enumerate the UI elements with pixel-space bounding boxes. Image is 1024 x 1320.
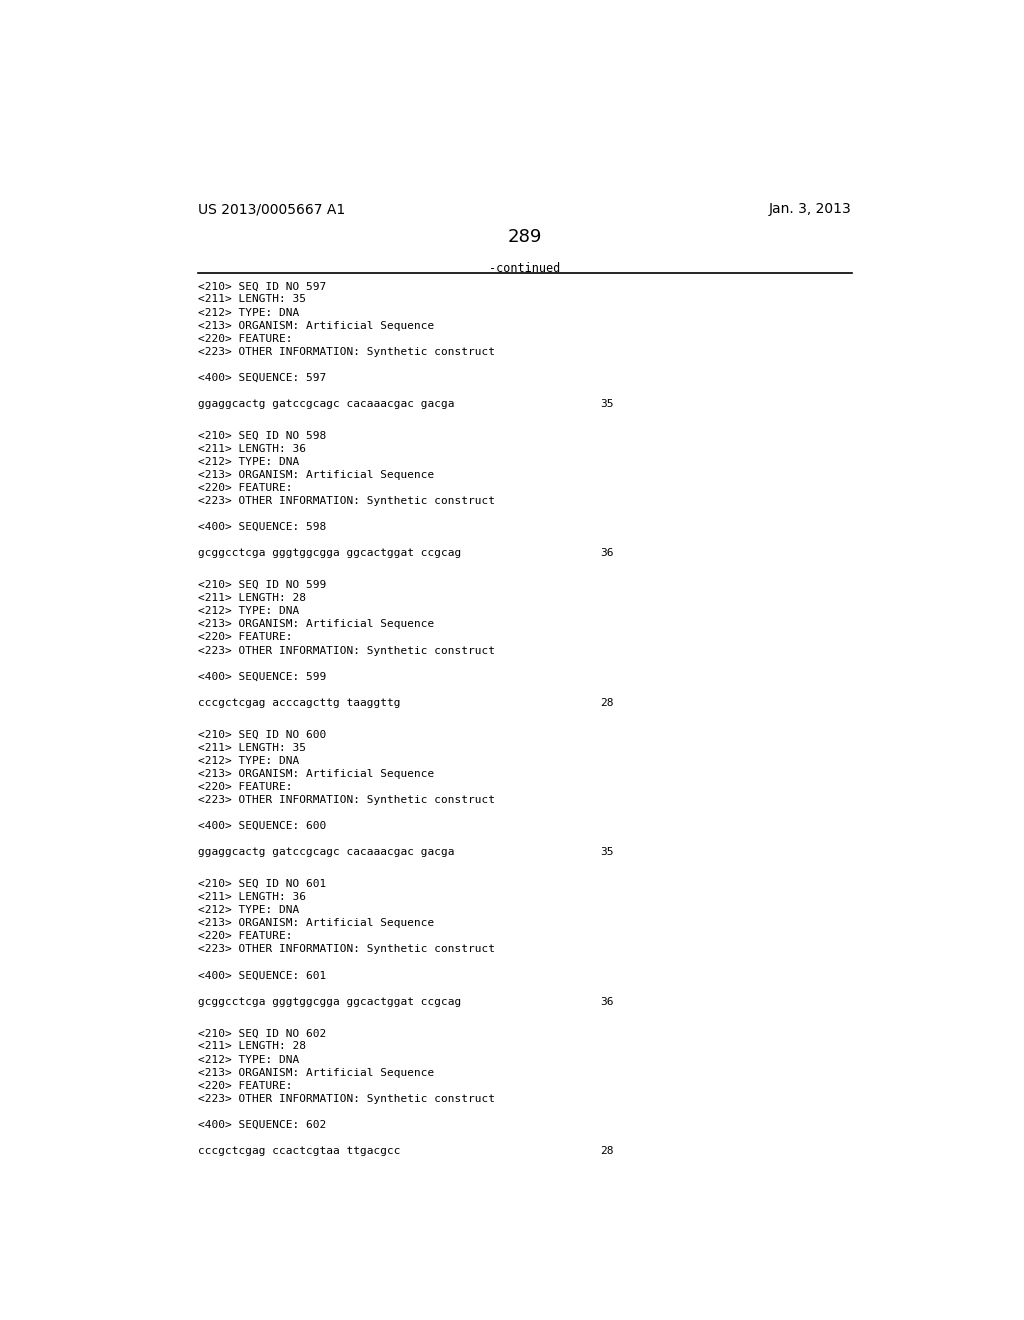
- Text: 36: 36: [600, 548, 613, 558]
- Text: <223> OTHER INFORMATION: Synthetic construct: <223> OTHER INFORMATION: Synthetic const…: [198, 645, 495, 656]
- Text: US 2013/0005667 A1: US 2013/0005667 A1: [198, 202, 345, 216]
- Text: ggaggcactg gatccgcagc cacaaacgac gacga: ggaggcactg gatccgcagc cacaaacgac gacga: [198, 399, 455, 409]
- Text: <220> FEATURE:: <220> FEATURE:: [198, 334, 292, 343]
- Text: <212> TYPE: DNA: <212> TYPE: DNA: [198, 1055, 299, 1064]
- Text: <213> ORGANISM: Artificial Sequence: <213> ORGANISM: Artificial Sequence: [198, 321, 434, 330]
- Text: <210> SEQ ID NO 598: <210> SEQ ID NO 598: [198, 430, 326, 441]
- Text: 28: 28: [600, 1146, 613, 1156]
- Text: <400> SEQUENCE: 601: <400> SEQUENCE: 601: [198, 970, 326, 981]
- Text: <220> FEATURE:: <220> FEATURE:: [198, 932, 292, 941]
- Text: <210> SEQ ID NO 600: <210> SEQ ID NO 600: [198, 730, 326, 739]
- Text: Jan. 3, 2013: Jan. 3, 2013: [769, 202, 852, 216]
- Text: <211> LENGTH: 35: <211> LENGTH: 35: [198, 294, 306, 305]
- Text: <213> ORGANISM: Artificial Sequence: <213> ORGANISM: Artificial Sequence: [198, 1068, 434, 1077]
- Text: <400> SEQUENCE: 598: <400> SEQUENCE: 598: [198, 523, 326, 532]
- Text: <220> FEATURE:: <220> FEATURE:: [198, 632, 292, 643]
- Text: cccgctcgag ccactcgtaa ttgacgcc: cccgctcgag ccactcgtaa ttgacgcc: [198, 1146, 400, 1156]
- Text: <211> LENGTH: 36: <211> LENGTH: 36: [198, 444, 306, 454]
- Text: <212> TYPE: DNA: <212> TYPE: DNA: [198, 606, 299, 616]
- Text: <220> FEATURE:: <220> FEATURE:: [198, 483, 292, 494]
- Text: <211> LENGTH: 35: <211> LENGTH: 35: [198, 743, 306, 752]
- Text: 36: 36: [600, 997, 613, 1007]
- Text: <211> LENGTH: 36: <211> LENGTH: 36: [198, 892, 306, 902]
- Text: <213> ORGANISM: Artificial Sequence: <213> ORGANISM: Artificial Sequence: [198, 768, 434, 779]
- Text: <213> ORGANISM: Artificial Sequence: <213> ORGANISM: Artificial Sequence: [198, 619, 434, 630]
- Text: <210> SEQ ID NO 599: <210> SEQ ID NO 599: [198, 581, 326, 590]
- Text: <400> SEQUENCE: 599: <400> SEQUENCE: 599: [198, 672, 326, 681]
- Text: <223> OTHER INFORMATION: Synthetic construct: <223> OTHER INFORMATION: Synthetic const…: [198, 496, 495, 506]
- Text: 35: 35: [600, 847, 613, 857]
- Text: ggaggcactg gatccgcagc cacaaacgac gacga: ggaggcactg gatccgcagc cacaaacgac gacga: [198, 847, 455, 857]
- Text: <213> ORGANISM: Artificial Sequence: <213> ORGANISM: Artificial Sequence: [198, 470, 434, 480]
- Text: <210> SEQ ID NO 601: <210> SEQ ID NO 601: [198, 879, 326, 890]
- Text: <400> SEQUENCE: 597: <400> SEQUENCE: 597: [198, 372, 326, 383]
- Text: 35: 35: [600, 399, 613, 409]
- Text: <213> ORGANISM: Artificial Sequence: <213> ORGANISM: Artificial Sequence: [198, 919, 434, 928]
- Text: <212> TYPE: DNA: <212> TYPE: DNA: [198, 756, 299, 766]
- Text: <220> FEATURE:: <220> FEATURE:: [198, 1081, 292, 1090]
- Text: <211> LENGTH: 28: <211> LENGTH: 28: [198, 593, 306, 603]
- Text: cccgctcgag acccagcttg taaggttg: cccgctcgag acccagcttg taaggttg: [198, 698, 400, 708]
- Text: <223> OTHER INFORMATION: Synthetic construct: <223> OTHER INFORMATION: Synthetic const…: [198, 944, 495, 954]
- Text: gcggcctcga gggtggcgga ggcactggat ccgcag: gcggcctcga gggtggcgga ggcactggat ccgcag: [198, 548, 461, 558]
- Text: <223> OTHER INFORMATION: Synthetic construct: <223> OTHER INFORMATION: Synthetic const…: [198, 795, 495, 805]
- Text: <211> LENGTH: 28: <211> LENGTH: 28: [198, 1041, 306, 1052]
- Text: <223> OTHER INFORMATION: Synthetic construct: <223> OTHER INFORMATION: Synthetic const…: [198, 1094, 495, 1104]
- Text: -continued: -continued: [489, 263, 560, 275]
- Text: <210> SEQ ID NO 597: <210> SEQ ID NO 597: [198, 281, 326, 292]
- Text: 289: 289: [508, 227, 542, 246]
- Text: <212> TYPE: DNA: <212> TYPE: DNA: [198, 308, 299, 318]
- Text: <223> OTHER INFORMATION: Synthetic construct: <223> OTHER INFORMATION: Synthetic const…: [198, 347, 495, 356]
- Text: gcggcctcga gggtggcgga ggcactggat ccgcag: gcggcctcga gggtggcgga ggcactggat ccgcag: [198, 997, 461, 1007]
- Text: <220> FEATURE:: <220> FEATURE:: [198, 781, 292, 792]
- Text: <400> SEQUENCE: 600: <400> SEQUENCE: 600: [198, 821, 326, 832]
- Text: <210> SEQ ID NO 602: <210> SEQ ID NO 602: [198, 1028, 326, 1039]
- Text: <212> TYPE: DNA: <212> TYPE: DNA: [198, 906, 299, 915]
- Text: <400> SEQUENCE: 602: <400> SEQUENCE: 602: [198, 1119, 326, 1130]
- Text: 28: 28: [600, 698, 613, 708]
- Text: <212> TYPE: DNA: <212> TYPE: DNA: [198, 457, 299, 467]
